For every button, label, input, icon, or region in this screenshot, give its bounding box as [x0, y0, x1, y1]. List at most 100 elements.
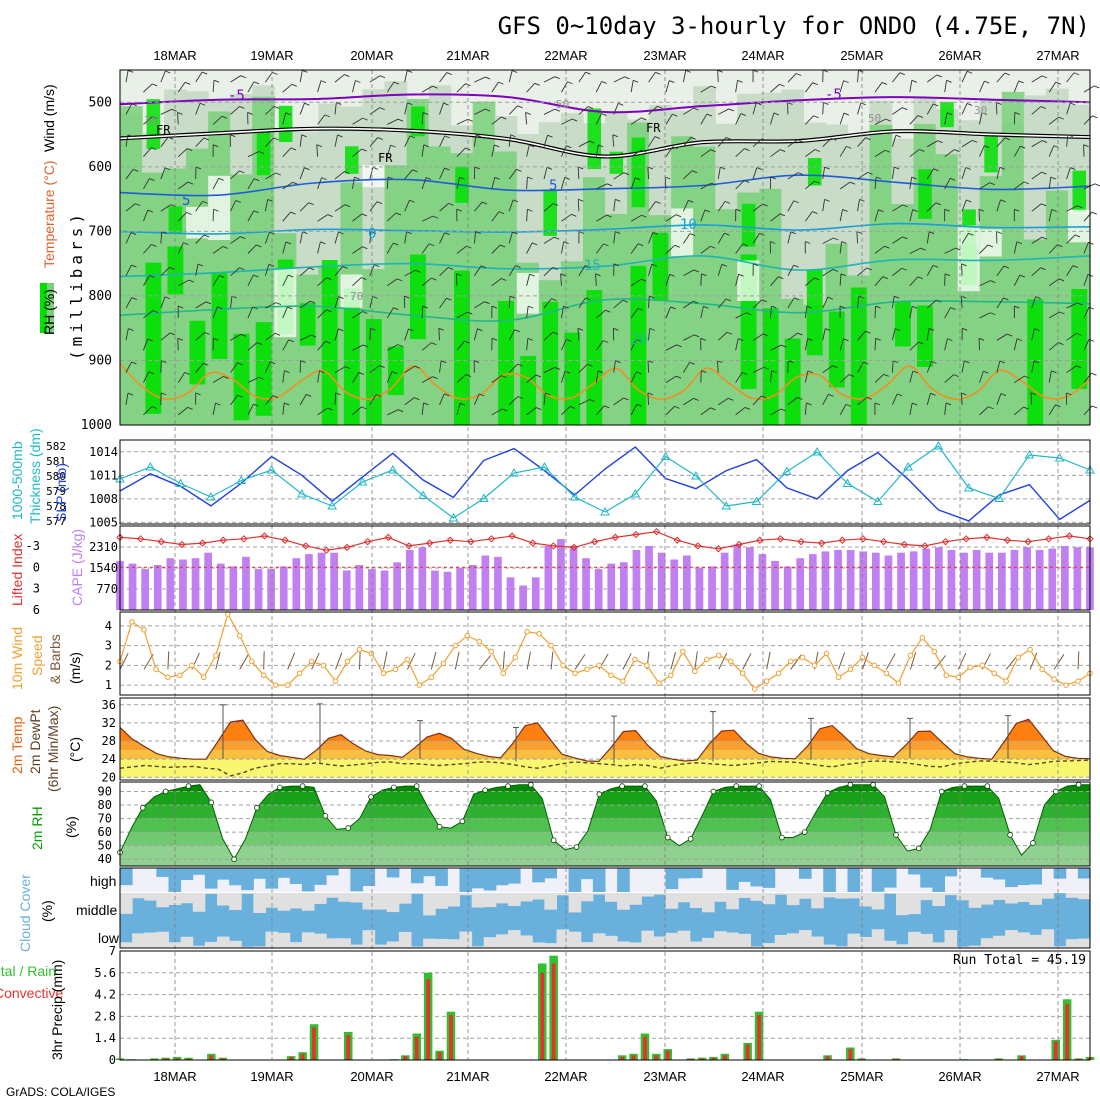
wind-barb — [561, 371, 566, 383]
thickness-point — [782, 466, 792, 475]
wind-barb — [1066, 167, 1071, 180]
wind-barb-10m — [502, 651, 505, 670]
wind-barb — [237, 362, 243, 366]
cape-bar — [695, 567, 704, 610]
cape-bar — [267, 569, 275, 610]
mid-cloud-gap — [229, 893, 242, 910]
cape-bar — [620, 562, 628, 610]
rh-cell — [1071, 289, 1088, 389]
high-cloud-cell — [156, 868, 169, 877]
wind-barb-10m — [406, 652, 416, 670]
wind-barb — [676, 344, 682, 348]
date-label: 20MAR — [350, 48, 393, 63]
wind-barb — [151, 244, 157, 247]
wind-barb — [1092, 115, 1098, 119]
wind-barb — [691, 170, 698, 174]
precip-conv-bar — [1019, 1056, 1024, 1060]
wind-barb — [637, 307, 644, 311]
wind-barb-10m — [119, 653, 129, 670]
wind-barb — [527, 337, 534, 341]
date-label: 25MAR — [840, 48, 883, 63]
mid-cloud-gap — [459, 893, 473, 896]
wind-barb — [1070, 167, 1076, 170]
wind-barb — [444, 232, 450, 236]
li-point — [797, 537, 805, 546]
wind-barb-10m — [622, 653, 632, 670]
thickness-point — [418, 490, 428, 499]
wind-barb — [756, 102, 762, 106]
wind-barb — [978, 337, 985, 341]
wind-barb — [160, 204, 172, 212]
wind-barb — [640, 117, 647, 121]
wind-barb-10m — [430, 651, 437, 670]
mid-cloud-gap — [156, 893, 169, 908]
wind-barb-10m — [1077, 651, 1080, 670]
wind-barb — [1076, 365, 1082, 369]
wind-barb — [264, 72, 273, 83]
wind-barb — [230, 200, 237, 212]
mid-cloud-gap — [883, 893, 897, 894]
wind-barb — [317, 277, 327, 287]
wind-barb — [589, 140, 595, 144]
low-cloud-gap — [835, 946, 848, 948]
cape-bar — [330, 552, 338, 610]
wind-barb — [188, 279, 194, 283]
precip-conv-bar — [723, 1055, 727, 1060]
wind-barb — [543, 367, 556, 373]
wind-barb — [710, 149, 716, 153]
wind-barb — [979, 280, 991, 287]
date-label: 23MAR — [643, 48, 686, 63]
wind-barb — [950, 177, 956, 181]
wind-barb — [491, 278, 502, 287]
low-cloud-gap — [411, 946, 424, 948]
low-cloud-gap — [762, 943, 776, 948]
wind-barb — [511, 70, 518, 73]
wind-barb — [456, 403, 461, 415]
freezing-level-line — [119, 127, 1091, 158]
wind-barb — [781, 344, 787, 348]
low-cloud-gap — [1065, 939, 1079, 948]
wind-barb — [894, 295, 900, 299]
mid-cloud-gap — [592, 893, 606, 895]
wind-barb — [508, 396, 519, 406]
wind-barb — [613, 103, 619, 115]
high-cloud-cell — [1053, 868, 1067, 879]
wind-barb — [302, 231, 308, 235]
wind-barb — [370, 327, 376, 331]
wind-barb — [320, 241, 326, 245]
wind-barb — [165, 70, 171, 74]
wind-barb-10m — [311, 652, 320, 670]
wind-barb — [501, 278, 507, 281]
wind-barb — [363, 344, 369, 348]
wind-speed-point — [895, 680, 902, 686]
wind-barb — [152, 310, 159, 314]
cape-bar — [179, 559, 187, 610]
wind-barb — [375, 394, 382, 398]
wind-speed-point — [1015, 654, 1021, 661]
wind-barb — [648, 232, 654, 244]
wind-barb — [995, 102, 998, 115]
high-cloud-cell — [980, 868, 994, 878]
wind-barb — [1091, 372, 1097, 376]
wind-barb — [553, 203, 559, 206]
li-point — [570, 543, 578, 552]
rh-point — [254, 804, 260, 811]
wind-barb — [752, 366, 765, 373]
wind-barb — [299, 167, 305, 180]
wind-barb — [1076, 332, 1082, 336]
wind-barb — [160, 296, 166, 309]
wind-barb — [219, 275, 225, 278]
wind-barb — [735, 113, 742, 125]
wind-barb — [1031, 360, 1035, 373]
dewpt-line — [119, 759, 1091, 777]
wind-speed-point — [141, 626, 147, 633]
y-tick-label: 1014 — [89, 445, 118, 459]
mid-cloud-gap — [1041, 893, 1055, 899]
mid-cloud-gap — [544, 893, 557, 910]
low-cloud-gap — [192, 945, 206, 948]
precip-conv-bar — [312, 1027, 316, 1060]
mid-cloud-gap — [120, 893, 133, 914]
contour-label: 0 — [368, 226, 376, 242]
wind-barb — [735, 274, 740, 286]
mid-cloud-gap — [799, 893, 812, 899]
